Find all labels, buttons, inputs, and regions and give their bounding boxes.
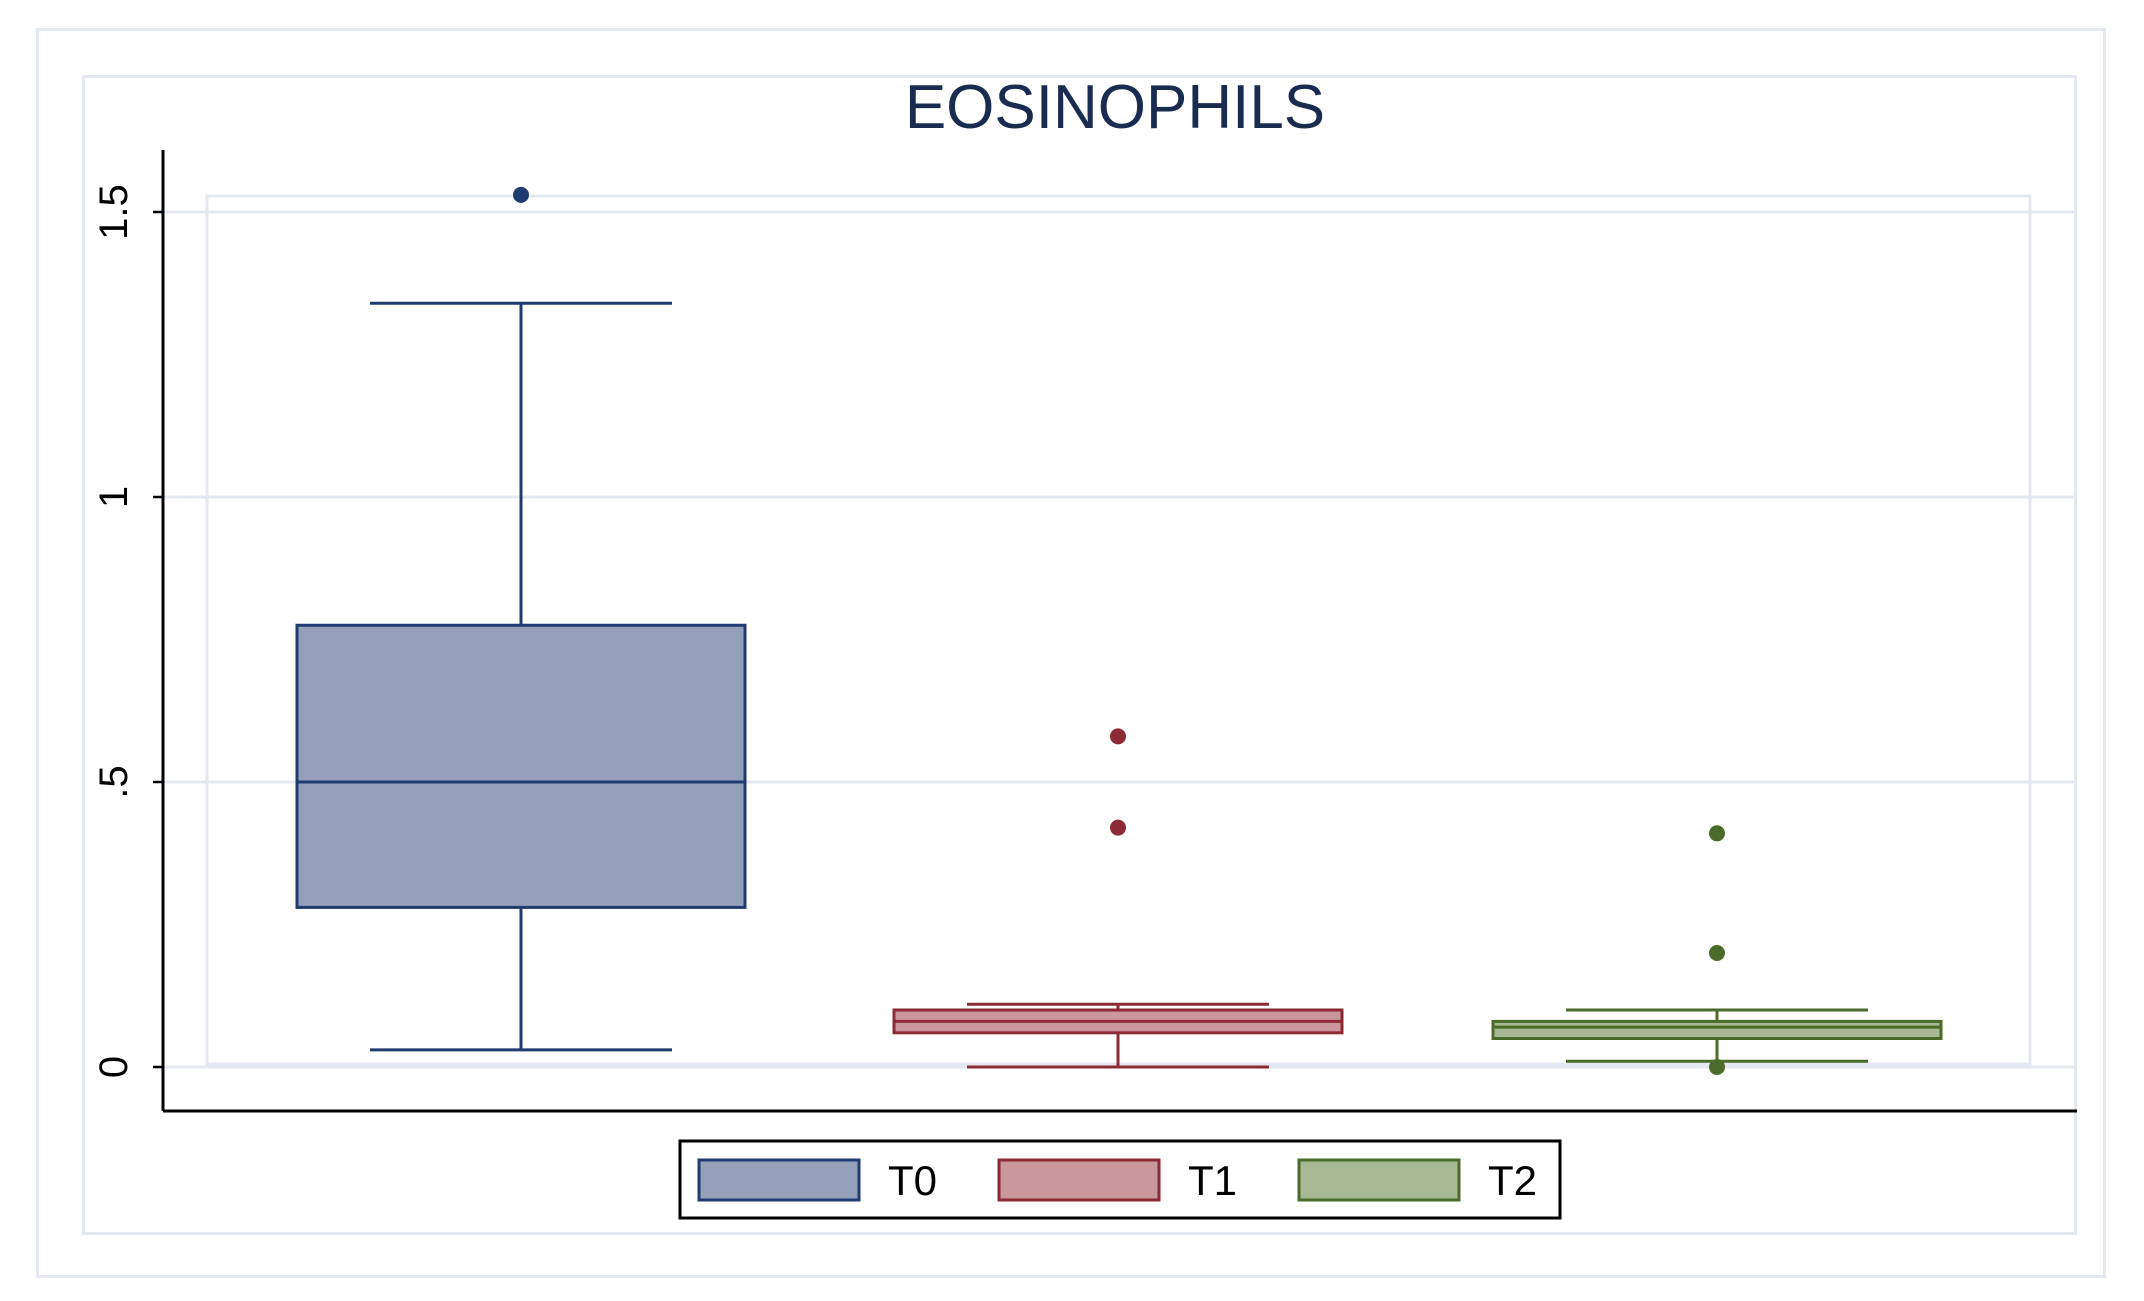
outlier-T1-1 [1110, 728, 1126, 745]
legend-swatch-T2 [1297, 1158, 1461, 1202]
outlier-T1-0 [1110, 819, 1126, 836]
y-tick-label-0: 0 [92, 1056, 136, 1078]
figure-inner-frame [82, 75, 2077, 1235]
outlier-T2-2 [1709, 825, 1725, 842]
box-T1 [892, 728, 1344, 1069]
legend-label-T2: T2 [1488, 1157, 1537, 1204]
plot-area: 0 .5 1 1.5 [92, 150, 2077, 1113]
legend-swatch-T0 [697, 1158, 861, 1202]
outlier-T2-1 [1709, 945, 1725, 961]
legend-label-T0: T0 [888, 1157, 937, 1204]
legend: T0 T1 T2 [678, 1139, 1562, 1220]
legend-label-T1: T1 [1188, 1157, 1237, 1204]
y-tick-label-3: 1.5 [92, 184, 136, 240]
outlier-T0-0 [513, 186, 529, 203]
y-tick-label-1: .5 [92, 765, 136, 798]
chart-title: EOSINOPHILS [905, 73, 1325, 142]
outlier-T2-0 [1709, 1059, 1725, 1075]
y-tick-label-2: 1 [92, 486, 136, 508]
iqr-box-T2 [1491, 1019, 1943, 1041]
legend-swatch-T1 [997, 1158, 1161, 1202]
figure-outer-frame [36, 28, 2106, 1278]
box-T2 [1491, 825, 1943, 1075]
box-T0 [295, 186, 747, 1052]
iqr-box-T0 [295, 623, 747, 909]
